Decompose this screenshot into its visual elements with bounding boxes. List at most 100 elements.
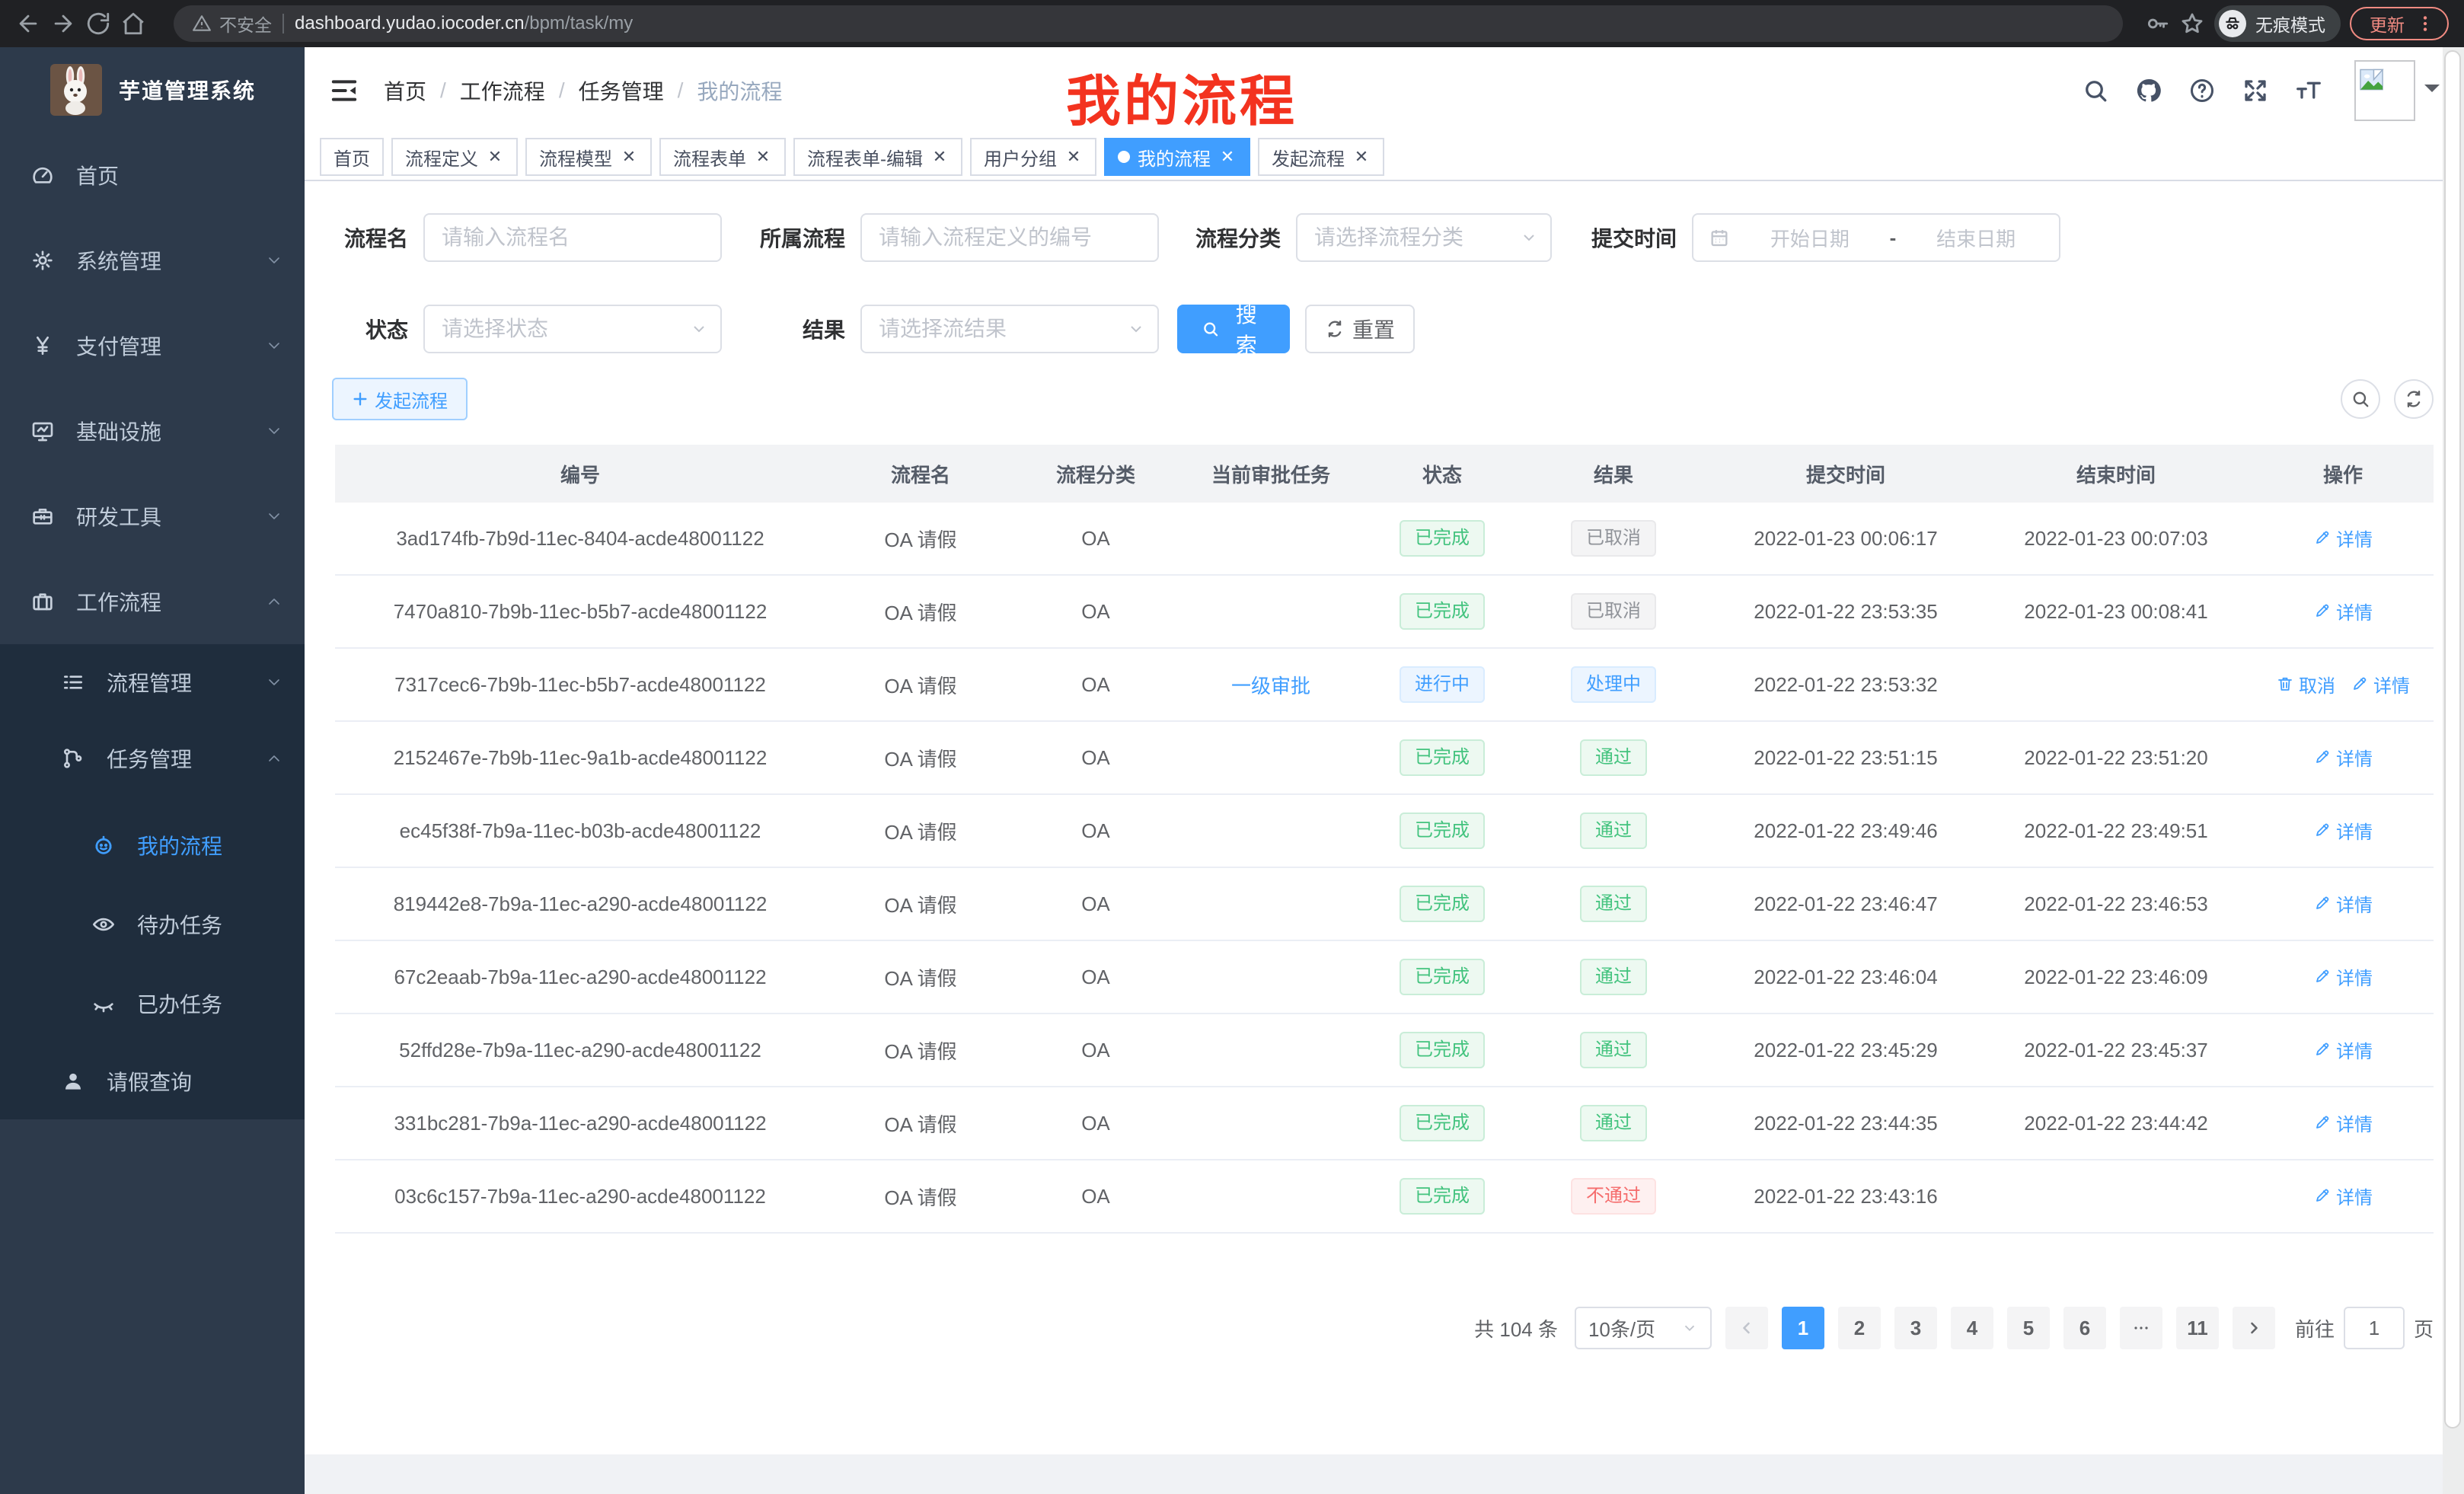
- detail-link[interactable]: 详情: [2313, 1183, 2373, 1209]
- close-icon[interactable]: ✕: [755, 147, 771, 166]
- sidebar-item-leave-query[interactable]: 请假查询: [0, 1043, 305, 1119]
- tab-流程表单[interactable]: 流程表单 ✕: [659, 138, 786, 176]
- search-button[interactable]: 搜索: [1177, 303, 1290, 357]
- detail-link[interactable]: 详情: [2313, 744, 2373, 771]
- sidebar-item-process-mgmt[interactable]: 流程管理: [0, 644, 305, 720]
- column-header: 流程名: [890, 463, 950, 487]
- detail-link[interactable]: 详情: [2313, 963, 2373, 990]
- page-button-4[interactable]: 4: [1950, 1307, 1993, 1349]
- pagination-total: 共 104 条: [1474, 1317, 1558, 1341]
- reload-icon[interactable]: [85, 11, 111, 37]
- breadcrumb-item[interactable]: 任务管理: [578, 80, 664, 104]
- current-task-link[interactable]: 一级审批: [1230, 674, 1310, 698]
- page-button-11[interactable]: 11: [2175, 1307, 2219, 1349]
- breadcrumb-item[interactable]: 首页: [384, 80, 427, 104]
- sidebar-item-done-tasks[interactable]: 已办任务: [0, 964, 305, 1043]
- detail-link[interactable]: 详情: [2313, 817, 2373, 844]
- table-cell: 详情: [2249, 890, 2437, 918]
- reset-button[interactable]: 重置: [1305, 305, 1416, 353]
- process-definition-input[interactable]: [860, 213, 1159, 262]
- result-filter-label: 结果: [802, 318, 845, 342]
- font-size-icon[interactable]: [2295, 77, 2322, 104]
- tab-首页[interactable]: 首页: [320, 138, 384, 176]
- submit-time-range-picker[interactable]: 开始日期 - 结束日期: [1692, 213, 2060, 262]
- detail-link[interactable]: 详情: [2351, 671, 2410, 698]
- close-icon[interactable]: ✕: [1220, 147, 1235, 166]
- sidebar-item-infra[interactable]: 基础设施: [0, 388, 305, 474]
- tab-label: 流程定义: [405, 148, 478, 170]
- address-bar[interactable]: 不安全 dashboard.yudao.iocoder.cn/bpm/task/…: [174, 5, 2123, 42]
- github-icon[interactable]: [2135, 77, 2162, 104]
- tab-发起流程[interactable]: 发起流程 ✕: [1258, 138, 1384, 176]
- sidebar-item-workflow[interactable]: 工作流程: [0, 559, 305, 644]
- tab-流程定义[interactable]: 流程定义 ✕: [391, 138, 518, 176]
- bookmark-star-icon[interactable]: [2179, 11, 2205, 37]
- refresh-table-button[interactable]: [2394, 379, 2434, 419]
- chevron-right-icon: [2245, 1319, 2263, 1337]
- sidebar-item-payment[interactable]: 支付管理: [0, 303, 305, 388]
- prev-page-button[interactable]: [1725, 1307, 1768, 1349]
- column-header: 结束时间: [2076, 463, 2156, 487]
- close-icon[interactable]: ✕: [621, 147, 637, 166]
- security-chip[interactable]: 不安全: [192, 11, 272, 37]
- process-name-input[interactable]: [423, 213, 722, 262]
- breadcrumb-separator: /: [440, 78, 446, 102]
- close-icon[interactable]: ✕: [932, 147, 947, 166]
- user-avatar[interactable]: [2354, 60, 2440, 121]
- scrollbar-thumb[interactable]: [2444, 50, 2461, 1429]
- cancel-link[interactable]: 取消: [2276, 671, 2335, 698]
- page-button-1[interactable]: 1: [1781, 1307, 1824, 1349]
- close-icon[interactable]: ✕: [487, 147, 503, 166]
- sidebar-item-my-process[interactable]: 我的流程: [0, 806, 305, 885]
- detail-link[interactable]: 详情: [2313, 598, 2373, 624]
- more-pages-button[interactable]: [2119, 1307, 2162, 1349]
- submit-time: 2022-01-22 23:51:15: [1754, 745, 1938, 769]
- close-icon[interactable]: ✕: [1066, 147, 1081, 166]
- status-select[interactable]: [423, 305, 722, 353]
- page-button-3[interactable]: 3: [1894, 1307, 1937, 1349]
- browser-update-button[interactable]: 更新: [2350, 7, 2449, 40]
- tab-用户分组[interactable]: 用户分组 ✕: [970, 138, 1096, 176]
- close-icon[interactable]: ✕: [1354, 147, 1369, 166]
- start-process-button[interactable]: 发起流程: [332, 378, 468, 420]
- window-scrollbar[interactable]: [2443, 47, 2464, 1494]
- chevron-up-icon: [265, 592, 283, 611]
- fullscreen-icon[interactable]: [2242, 77, 2269, 104]
- sidebar-item-task-mgmt[interactable]: 任务管理: [0, 720, 305, 796]
- back-icon[interactable]: [15, 11, 41, 37]
- sidebar-item-label: 系统管理: [76, 250, 162, 273]
- page-size-select[interactable]: 10条/页: [1574, 1307, 1712, 1349]
- page-button-5[interactable]: 5: [2006, 1307, 2050, 1349]
- detail-link[interactable]: 详情: [2313, 1036, 2373, 1063]
- page-button-6[interactable]: 6: [2063, 1307, 2106, 1349]
- result-select[interactable]: [860, 305, 1159, 353]
- submit-time: 2022-01-22 23:46:04: [1754, 965, 1938, 988]
- home-icon[interactable]: [120, 11, 146, 37]
- sidebar-item-home[interactable]: 首页: [0, 132, 305, 218]
- avatar-broken-image-icon: [2354, 60, 2415, 121]
- tab-流程表单-编辑[interactable]: 流程表单-编辑 ✕: [793, 138, 962, 176]
- page-button-2[interactable]: 2: [1837, 1307, 1881, 1349]
- category-select[interactable]: [1296, 213, 1552, 262]
- detail-link[interactable]: 详情: [2313, 525, 2373, 551]
- goto-page-input[interactable]: [2343, 1307, 2405, 1349]
- app-title: 芋道管理系统: [119, 79, 257, 103]
- sidebar-fold-icon[interactable]: [329, 75, 359, 106]
- breadcrumb-item[interactable]: 工作流程: [459, 80, 545, 104]
- detail-link[interactable]: 详情: [2313, 890, 2373, 917]
- forward-icon[interactable]: [50, 11, 76, 37]
- breadcrumb-separator: /: [558, 78, 565, 102]
- key-icon[interactable]: [2144, 11, 2170, 37]
- detail-link[interactable]: 详情: [2313, 1109, 2373, 1136]
- help-icon[interactable]: [2188, 77, 2216, 104]
- show-search-button[interactable]: [2341, 379, 2380, 419]
- sidebar-item-system[interactable]: 系统管理: [0, 218, 305, 303]
- next-page-button[interactable]: [2232, 1307, 2275, 1349]
- tab-流程模型[interactable]: 流程模型 ✕: [525, 138, 652, 176]
- sidebar-item-todo-tasks[interactable]: 待办任务: [0, 885, 305, 964]
- search-icon[interactable]: [2082, 77, 2109, 104]
- kebab-menu-icon[interactable]: [2415, 14, 2435, 34]
- sidebar-item-devtools[interactable]: 研发工具: [0, 474, 305, 559]
- tab-我的流程[interactable]: 我的流程 ✕: [1104, 138, 1250, 176]
- table-cell: OA: [1016, 819, 1176, 843]
